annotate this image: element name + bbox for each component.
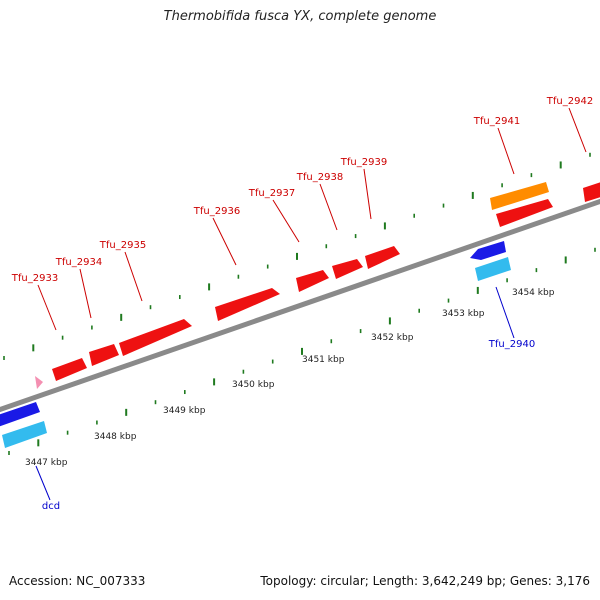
scale-label: 3449 kbp	[163, 406, 206, 416]
tfu-2933-arrow[interactable]	[52, 358, 87, 381]
label-leader-line	[272, 199, 300, 243]
scale-label: 3453 kbp	[442, 309, 485, 319]
forward-gene-labels: Tfu_2933 Tfu_2934 Tfu_2935 Tfu_2936 Tfu_2937…	[11, 96, 593, 331]
accession-text: Accession: NC_007333	[9, 574, 146, 588]
forward-gene-label[interactable]: Tfu_2941	[473, 116, 520, 127]
scale-label: 3452 kbp	[371, 333, 414, 343]
scale-label: 3448 kbp	[94, 432, 137, 442]
label-leader-line	[212, 217, 237, 266]
tfu-2940-gene-arrow[interactable]	[470, 241, 506, 260]
genome-summary-text: Topology: circular; Length: 3,642,249 bp…	[260, 574, 590, 588]
label-leader-line	[363, 168, 372, 220]
label-leader-line	[319, 183, 338, 231]
tfu-2935-arrow[interactable]	[119, 319, 192, 356]
forward-gene-label[interactable]: Tfu_2938	[296, 172, 343, 183]
forward-gene-label[interactable]: Tfu_2936	[193, 206, 240, 217]
forward-gene-label[interactable]: Tfu_2933	[11, 273, 58, 284]
tfu-2937-arrow[interactable]	[296, 270, 329, 292]
genome-backbone	[0, 198, 600, 413]
label-leader-line	[495, 286, 515, 339]
scale-label: 3450 kbp	[232, 380, 275, 390]
tfu-2936-arrow[interactable]	[215, 288, 280, 321]
tick-row-upper	[3, 152, 591, 360]
label-leader-line	[124, 251, 143, 302]
dcd-cds-bar[interactable]	[2, 421, 47, 448]
tfu-2941-orange-arrow[interactable]	[490, 182, 549, 210]
tfu-2940-cds-bar[interactable]	[475, 257, 511, 281]
label-leader-line	[35, 465, 51, 501]
scale-label: 3451 kbp	[302, 355, 345, 365]
label-leader-line	[568, 107, 587, 153]
reverse-gene-label[interactable]: Tfu_2940	[488, 339, 535, 350]
label-leader-line	[37, 284, 57, 331]
dcd-gene-arrow[interactable]	[0, 402, 40, 428]
scale-label: 3447 kbp	[25, 458, 68, 468]
scale-label: 3454 kbp	[512, 288, 555, 298]
reverse-gene-label[interactable]: dcd	[42, 501, 60, 512]
forward-gene-label[interactable]: Tfu_2939	[340, 157, 387, 168]
scale-labels: 3447 kbp 3448 kbp 3449 kbp 3450 kbp 3451 kbp…	[25, 288, 555, 468]
tfu-2941-arrow[interactable]	[496, 199, 553, 227]
label-leader-line	[497, 127, 515, 175]
forward-gene-label[interactable]: Tfu_2937	[248, 188, 295, 199]
forward-gene-label[interactable]: Tfu_2942	[546, 96, 593, 107]
forward-gene-label[interactable]: Tfu_2934	[55, 257, 102, 268]
forward-gene-label[interactable]: Tfu_2935	[99, 240, 146, 251]
forward-features	[52, 181, 600, 381]
label-leader-line	[79, 268, 92, 319]
tfu-2938-arrow[interactable]	[332, 259, 363, 279]
tfu-2942-arrow[interactable]	[583, 181, 600, 202]
reverse-features	[0, 241, 511, 448]
tfu-2939-arrow[interactable]	[365, 246, 400, 269]
tick-row-lower	[8, 247, 596, 455]
reverse-gene-labels: dcd Tfu_2940	[35, 286, 535, 512]
map-title: Thermobifida fusca YX, complete genome	[163, 9, 437, 24]
tfu-2934-arrow[interactable]	[89, 344, 119, 366]
position-marker	[35, 376, 43, 389]
